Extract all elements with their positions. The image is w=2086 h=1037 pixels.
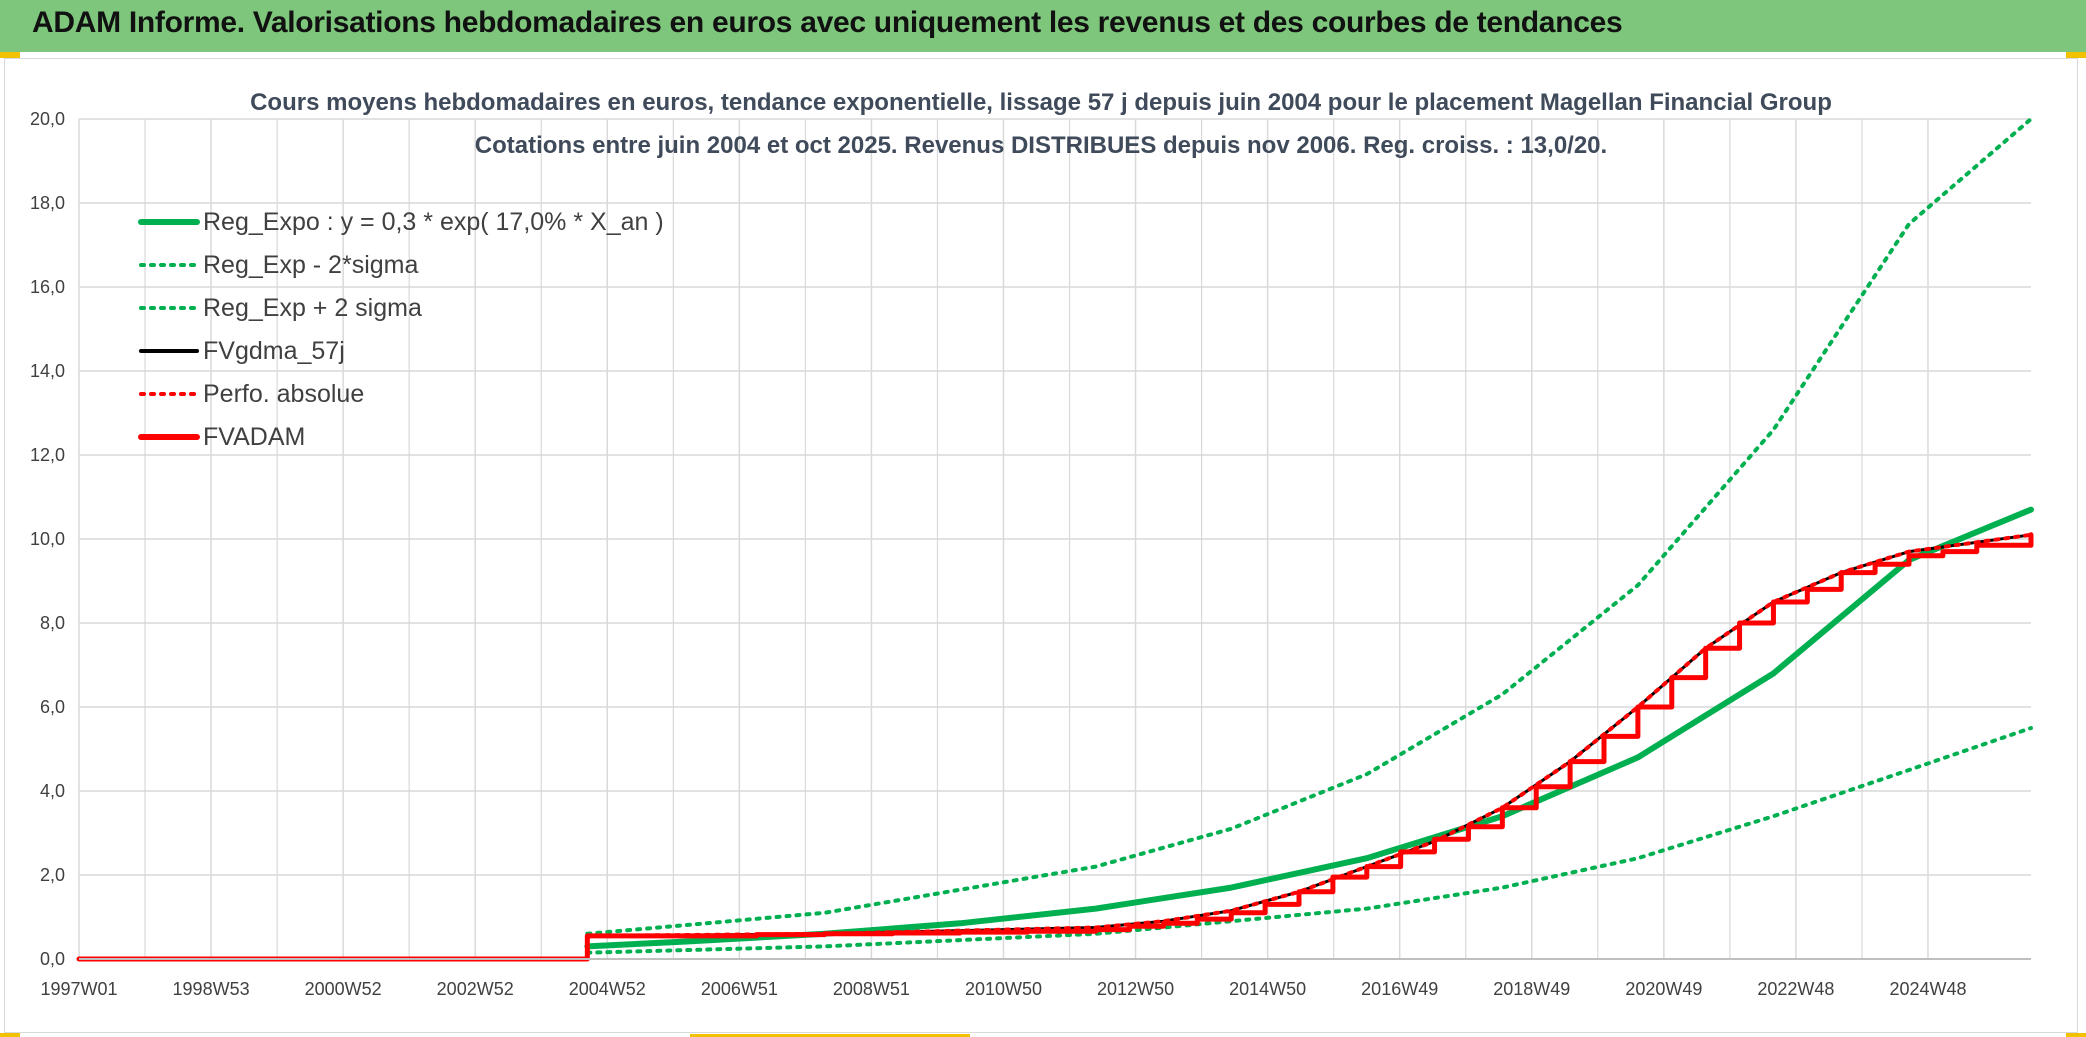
accent-bar-bottom-left (0, 1033, 20, 1037)
chart-area: 0,0 2,0 4,0 6,0 8,0 10,0 12,0 14,0 16,0 18,0 20,0 1… (4, 58, 2078, 1033)
legend-label: Reg_Exp - 2*sigma (203, 251, 418, 279)
grid (78, 118, 2031, 960)
series-line-reg-exp-2-sigma (585, 726, 2033, 955)
x-tick-label: 2018W49 (1493, 979, 1570, 999)
chart-title-line1: Cours moyens hebdomadaires en euros, ten… (250, 89, 1832, 116)
chart: 0,0 2,0 4,0 6,0 8,0 10,0 12,0 14,0 16,0 18,0 20,0 1… (30, 89, 2034, 999)
accent-bar-left (0, 52, 20, 58)
series-line-fvgdma-57j (77, 533, 2033, 961)
y-tick-label: 4,0 (40, 781, 65, 801)
x-tick-label: 2016W49 (1361, 979, 1438, 999)
legend: Reg_Expo : y = 0,3 * exp( 17,0% * X_an )… (138, 208, 664, 451)
legend-label: Perfo. absolue (203, 380, 364, 408)
accent-bar-right (2066, 52, 2086, 58)
x-tick-label: 2000W52 (305, 979, 382, 999)
x-tick-label: 2006W51 (701, 979, 778, 999)
y-tick-label: 2,0 (40, 865, 65, 885)
x-tick-label: 2010W50 (965, 979, 1042, 999)
y-tick-label: 8,0 (40, 613, 65, 633)
x-tick-label: 2020W49 (1625, 979, 1702, 999)
series-line-reg-exp-2-sigma (585, 117, 2033, 936)
accent-bar-bottom-right (2066, 1033, 2086, 1037)
chart-title-line2: Cotations entre juin 2004 et oct 2025. R… (475, 132, 1607, 159)
legend-label: Reg_Expo : y = 0,3 * exp( 17,0% * X_an ) (203, 208, 664, 236)
header-banner: ADAM Informe. Valorisations hebdomadaire… (0, 0, 2086, 52)
page-title: ADAM Informe. Valorisations hebdomadaire… (32, 6, 1623, 39)
x-tick-label: 2002W52 (437, 979, 514, 999)
y-tick-label: 20,0 (30, 109, 65, 129)
accent-bar-bottom-middle (690, 1034, 970, 1037)
y-tick-label: 12,0 (30, 445, 65, 465)
x-tick-label: 2004W52 (569, 979, 646, 999)
series-line-perfo-absolue (77, 532, 2033, 961)
series-lines (76, 117, 2034, 962)
x-tick-label: 1997W01 (40, 979, 117, 999)
legend-label: FVADAM (203, 423, 305, 451)
y-tick-label: 18,0 (30, 193, 65, 213)
x-tick-label: 2024W48 (1889, 979, 1966, 999)
x-tick-label: 2022W48 (1757, 979, 1834, 999)
y-tick-label: 10,0 (30, 529, 65, 549)
y-tick-label: 0,0 (40, 949, 65, 969)
series-line-reg-expo-y-0-3-exp-17-0-x-an (584, 506, 2034, 950)
x-tick-label: 2012W50 (1097, 979, 1174, 999)
legend-label: Reg_Exp + 2 sigma (203, 294, 422, 322)
x-tick-label: 1998W53 (173, 979, 250, 999)
x-tick-label: 2014W50 (1229, 979, 1306, 999)
x-tick-label: 2008W51 (833, 979, 910, 999)
y-tick-label: 16,0 (30, 277, 65, 297)
axes: 0,0 2,0 4,0 6,0 8,0 10,0 12,0 14,0 16,0 18,0 20,0 1… (30, 109, 2031, 999)
y-tick-label: 6,0 (40, 697, 65, 717)
y-tick-label: 14,0 (30, 361, 65, 381)
series-line-fvadam (76, 532, 2034, 962)
legend-label: FVgdma_57j (203, 337, 345, 365)
